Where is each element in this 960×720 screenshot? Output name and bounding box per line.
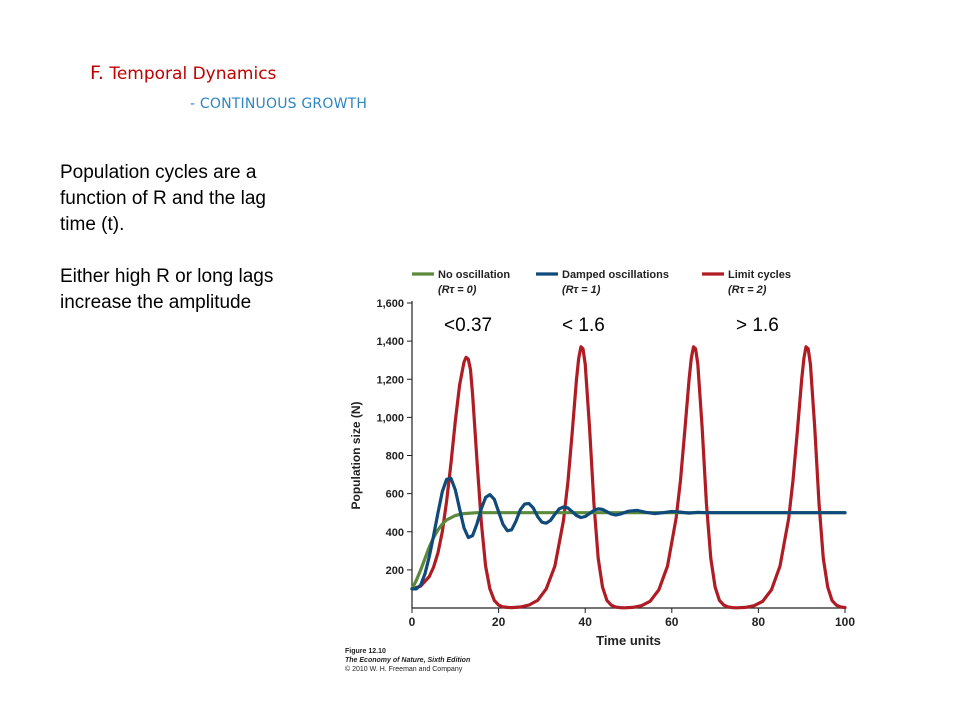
legend-label: Damped oscillations <box>562 269 669 281</box>
y-tick-label: 1,600 <box>376 298 404 310</box>
body-text: Population cycles are a function of R an… <box>60 160 300 316</box>
y-tick-label: 400 <box>386 527 404 539</box>
slide-subtitle: - CONTINUOUS GROWTH <box>190 96 368 112</box>
figure-book: The Economy of Nature, Sixth Edition <box>345 657 471 664</box>
series-line-damped-oscillations <box>410 476 847 591</box>
legend-sublabel: (Rτ = 1) <box>562 284 601 296</box>
figure-credit: Figure 12.10 The Economy of Nature, Sixt… <box>345 647 470 674</box>
y-tick-label: 600 <box>386 489 404 501</box>
x-tick-label: 40 <box>579 615 593 629</box>
figure-number: Figure 12.10 <box>345 648 386 655</box>
series-line-limit-cycles <box>410 345 847 610</box>
x-tick-label: 0 <box>409 615 416 629</box>
y-tick-label: 1,200 <box>376 374 404 386</box>
annotation-label: <0.37 <box>444 315 492 336</box>
legend-sublabel: (Rτ = 0) <box>438 284 477 296</box>
y-tick-label: 800 <box>386 451 404 463</box>
legend-label: No oscillation <box>438 269 510 281</box>
legend-sublabel: (Rτ = 2) <box>728 284 767 296</box>
annotation-label: > 1.6 <box>736 315 779 336</box>
y-tick-label: 1,000 <box>376 412 404 424</box>
x-axis-label: Time units <box>596 633 661 648</box>
x-tick-label: 60 <box>665 615 679 629</box>
slide-title-letter: F. <box>90 62 104 84</box>
x-tick-label: 80 <box>752 615 766 629</box>
x-tick-label: 20 <box>492 615 506 629</box>
y-axis-label: Population size (N) <box>349 401 363 509</box>
x-tick-label: 100 <box>835 615 855 629</box>
annotation-label: < 1.6 <box>562 315 605 336</box>
paragraph-2: Either high R or long lags increase the … <box>60 266 274 313</box>
legend-label: Limit cycles <box>728 269 791 281</box>
y-tick-label: 1,400 <box>376 336 404 348</box>
paragraph-1: Population cycles are a function of R an… <box>60 162 266 235</box>
slide-title-text: Temporal Dynamics <box>109 64 277 84</box>
slide-title: F. Temporal Dynamics <box>90 62 276 84</box>
y-tick-label: 200 <box>386 565 404 577</box>
figure-copyright: © 2010 W. H. Freeman and Company <box>345 666 463 673</box>
